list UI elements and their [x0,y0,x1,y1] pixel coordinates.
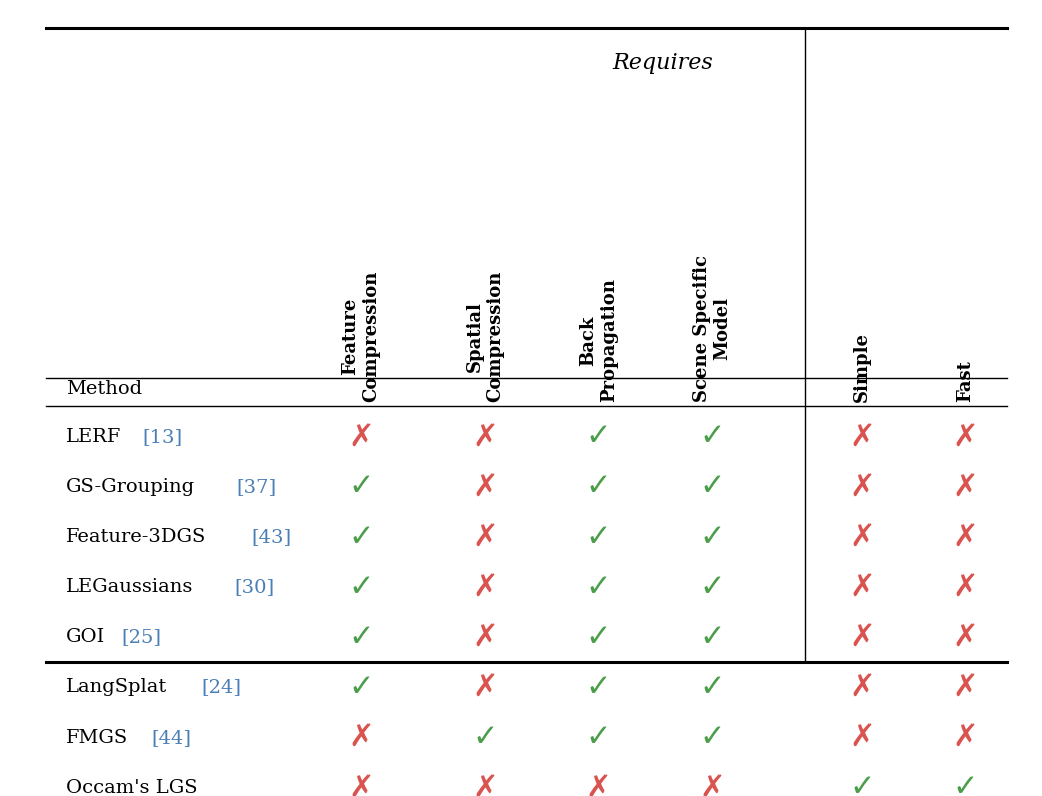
Text: Back
Propagation: Back Propagation [579,279,618,403]
Text: ✓: ✓ [586,723,612,752]
Text: Spatial
Compression: Spatial Compression [466,271,504,403]
Text: ✓: ✓ [586,523,612,552]
Text: [30]: [30] [234,578,274,596]
Text: ✗: ✗ [348,423,373,451]
Text: ✗: ✗ [952,523,978,552]
Text: ✓: ✓ [699,622,725,652]
Text: ✗: ✗ [952,572,978,602]
Text: ✗: ✗ [952,473,978,501]
Text: ✓: ✓ [586,423,612,451]
Text: ✓: ✓ [699,572,725,602]
Text: ✗: ✗ [472,423,498,451]
Text: ✗: ✗ [472,572,498,602]
Text: ✗: ✗ [849,673,875,702]
Text: ✓: ✓ [699,473,725,501]
Text: ✓: ✓ [699,723,725,752]
Text: LERF: LERF [67,427,122,446]
Text: ✗: ✗ [952,423,978,451]
Text: ✗: ✗ [699,773,725,796]
Text: ✗: ✗ [849,523,875,552]
Text: ✓: ✓ [586,572,612,602]
Text: ✗: ✗ [849,423,875,451]
Text: LangSplat: LangSplat [67,678,168,696]
Text: [44]: [44] [151,728,191,747]
Text: ✗: ✗ [472,673,498,702]
Text: ✗: ✗ [348,723,373,752]
Text: ✗: ✗ [472,523,498,552]
Text: ✗: ✗ [472,773,498,796]
Text: LEGaussians: LEGaussians [67,578,194,596]
Text: GOI: GOI [67,628,105,646]
Text: Simple: Simple [853,333,871,403]
Text: ✓: ✓ [586,673,612,702]
Text: ✗: ✗ [472,622,498,652]
Text: ✓: ✓ [699,673,725,702]
Text: ✗: ✗ [952,723,978,752]
Text: ✓: ✓ [699,423,725,451]
Text: ✓: ✓ [472,723,498,752]
Text: ✓: ✓ [952,773,978,796]
Text: ✓: ✓ [586,622,612,652]
Text: [25]: [25] [122,628,162,646]
Text: FMGS: FMGS [67,728,128,747]
Text: ✗: ✗ [952,622,978,652]
Text: ✓: ✓ [348,622,373,652]
Text: Scene Specific
Model: Scene Specific Model [693,256,731,403]
Text: Feature
Compression: Feature Compression [342,271,380,403]
Text: Occam's LGS: Occam's LGS [67,778,198,796]
Text: ✓: ✓ [699,523,725,552]
Text: Feature-3DGS: Feature-3DGS [67,528,206,546]
Text: Method: Method [67,380,143,398]
Text: ✗: ✗ [348,773,373,796]
Text: ✗: ✗ [849,723,875,752]
Text: [43]: [43] [251,528,291,546]
Text: [13]: [13] [143,427,182,446]
Text: GS-Grouping: GS-Grouping [67,478,195,496]
Text: ✓: ✓ [348,523,373,552]
Text: ✗: ✗ [952,673,978,702]
Text: Fast: Fast [957,361,974,403]
Text: Requires: Requires [613,52,714,73]
Text: ✓: ✓ [348,572,373,602]
Text: ✗: ✗ [472,473,498,501]
Text: ✗: ✗ [849,572,875,602]
Text: [37]: [37] [237,478,277,496]
Text: ✓: ✓ [348,473,373,501]
Text: ✗: ✗ [849,622,875,652]
Text: ✗: ✗ [849,473,875,501]
Text: ✓: ✓ [586,473,612,501]
Text: ✓: ✓ [348,673,373,702]
Text: ✗: ✗ [586,773,612,796]
Text: ✓: ✓ [849,773,875,796]
Text: [24]: [24] [201,678,241,696]
